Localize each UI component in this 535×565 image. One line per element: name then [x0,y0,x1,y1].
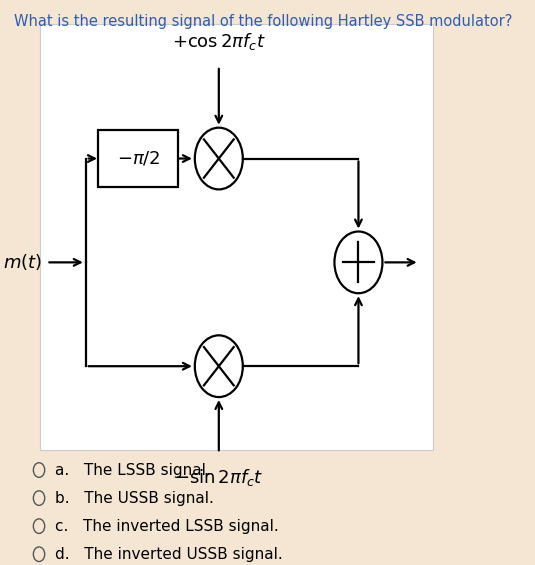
Text: b.   The USSB signal.: b. The USSB signal. [55,490,214,506]
Text: $-\sin 2\pi f_c t$: $-\sin 2\pi f_c t$ [174,467,264,488]
Text: a.   The LSSB signal.: a. The LSSB signal. [55,463,211,477]
Text: $+\cos 2\pi f_c t$: $+\cos 2\pi f_c t$ [172,31,266,52]
FancyBboxPatch shape [98,131,179,186]
FancyBboxPatch shape [40,24,433,450]
Text: $-\pi/2$: $-\pi/2$ [117,150,159,168]
Text: d.   The inverted USSB signal.: d. The inverted USSB signal. [55,547,283,562]
Text: What is the resulting signal of the following Hartley SSB modulator?: What is the resulting signal of the foll… [14,14,512,29]
Text: c.   The inverted LSSB signal.: c. The inverted LSSB signal. [55,519,279,534]
Text: $m(t)$: $m(t)$ [3,253,42,272]
